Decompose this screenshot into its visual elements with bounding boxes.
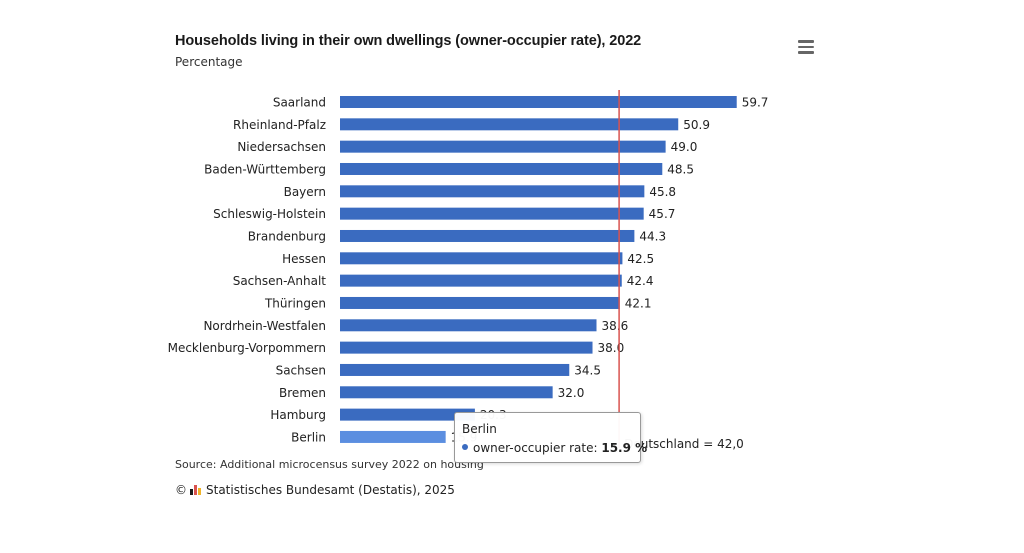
category-label: Niedersachsen <box>237 140 326 154</box>
bar-baden-w-rttemberg[interactable] <box>340 162 663 175</box>
value-label: 44.3 <box>639 229 666 243</box>
category-label: Sachsen <box>276 363 326 377</box>
chart-title: Households living in their own dwellings… <box>175 33 642 49</box>
bar-hessen[interactable] <box>340 252 623 265</box>
category-label: Bayern <box>284 185 326 199</box>
value-label: 48.5 <box>667 162 694 176</box>
bar-schleswig-holstein[interactable] <box>340 207 644 220</box>
tooltip: Berlin owner-occupier rate: 15.9 % <box>454 412 647 463</box>
value-label: 42.5 <box>627 252 654 266</box>
bar-bremen[interactable] <box>340 386 553 399</box>
value-label: 59.7 <box>742 96 769 110</box>
category-label: Sachsen-Anhalt <box>233 274 327 288</box>
destatis-logo-icon <box>190 485 201 495</box>
category-label: Baden-Württemberg <box>204 162 326 176</box>
hamburger-menu-icon[interactable] <box>798 40 814 54</box>
category-label: Rheinland-Pfalz <box>233 118 326 132</box>
source-note: Source: Additional microcensus survey 20… <box>175 458 484 471</box>
bar-sachsen[interactable] <box>340 363 570 376</box>
category-label: Brandenburg <box>248 229 326 243</box>
category-label: Schleswig-Holstein <box>213 207 326 221</box>
bar-nordrhein-westfalen[interactable] <box>340 319 597 332</box>
tooltip-category: Berlin <box>462 422 497 436</box>
bar-brandenburg[interactable] <box>340 229 635 242</box>
bar-rheinland-pfalz[interactable] <box>340 118 679 131</box>
value-label: 49.0 <box>671 140 698 154</box>
bar-hamburg[interactable] <box>340 408 475 421</box>
copyright-line: © Statistisches Bundesamt (Destatis), 20… <box>175 483 455 497</box>
tooltip-value-row: owner-occupier rate: 15.9 % <box>462 441 647 455</box>
bar-mecklenburg-vorpommern[interactable] <box>340 341 593 354</box>
value-label: 38.0 <box>598 341 625 355</box>
value-label: 45.7 <box>649 207 676 221</box>
bar-bayern[interactable] <box>340 185 645 198</box>
value-label: 42.4 <box>627 274 654 288</box>
category-label: Mecklenburg-Vorpommern <box>168 341 326 355</box>
category-label: Bremen <box>279 386 326 400</box>
category-label: Hamburg <box>270 408 326 422</box>
category-label: Berlin <box>291 430 326 444</box>
value-label: 50.9 <box>683 118 710 132</box>
tooltip-series-dot <box>462 444 468 450</box>
value-label: 32.0 <box>558 386 585 400</box>
category-label: Hessen <box>282 252 326 266</box>
value-label: 45.8 <box>649 185 676 199</box>
bar-sachsen-anhalt[interactable] <box>340 274 622 287</box>
category-label: Saarland <box>273 96 326 110</box>
bar-saarland[interactable] <box>340 96 737 108</box>
copyright-text[interactable]: Statistisches Bundesamt (Destatis), 2025 <box>206 483 455 497</box>
category-label: Nordrhein-Westfalen <box>203 319 326 333</box>
chart-subtitle: Percentage <box>175 55 243 69</box>
value-label: 34.5 <box>574 363 601 377</box>
value-label: 42.1 <box>625 296 652 310</box>
category-label: Thüringen <box>264 296 326 310</box>
tooltip-value: 15.9 % <box>601 441 648 455</box>
copyright-symbol: © <box>175 483 187 497</box>
value-label: 38.6 <box>602 319 629 333</box>
bar-berlin[interactable] <box>340 430 446 443</box>
bar-th-ringen[interactable] <box>340 296 620 309</box>
reference-line-label: Deutschland = 42,0 <box>624 437 744 451</box>
tooltip-series-label: owner-occupier rate: <box>473 441 598 455</box>
bar-niedersachsen[interactable] <box>340 140 666 153</box>
